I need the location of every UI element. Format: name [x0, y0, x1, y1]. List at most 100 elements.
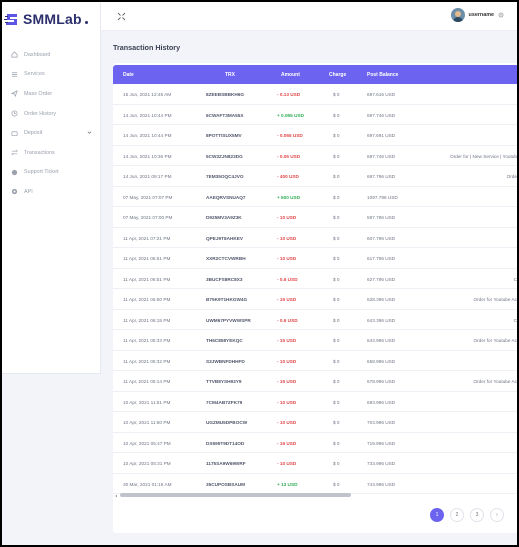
avatar — [450, 8, 465, 22]
cell-charge: $ 0 — [333, 317, 340, 323]
sidebar-item-order-history[interactable]: Order History — [2, 104, 101, 124]
cell-amount: - 0.6 USD — [277, 276, 298, 282]
sidebar-item-transactions[interactable]: Transactions — [2, 143, 101, 163]
cell-charge: $ 0 — [333, 461, 340, 466]
table-row: 30 Mar, 2021 01:16 AM 35CUPOSBSAUM + 13 US… — [113, 474, 517, 494]
sidebar-item-api[interactable]: API — [2, 182, 101, 202]
user-menu[interactable]: username — [450, 8, 504, 22]
cell-date: 15 Jun, 2021 12:45 AM — [123, 92, 172, 97]
cell-date: 14 Jun, 2021 09:17 PM — [123, 174, 172, 179]
cell-post-balance: 693.996 USD — [367, 399, 396, 405]
cell-charge: $ 0 — [333, 174, 340, 179]
gear-icon[interactable] — [498, 12, 504, 18]
cell-trx: TH6C858YEKQC — [206, 338, 243, 343]
username-label: username — [468, 12, 494, 18]
cell-post-balance: 607.796 USD — [367, 235, 396, 241]
cell-charge: $ 0 — [333, 420, 340, 425]
cell-post-balance: 703.996 USD — [367, 420, 396, 425]
cell-charge: $ 0 — [333, 92, 340, 97]
table-body: 15 Jun, 2021 12:45 AM 8ZEEBSBBKH6G - 0.13 … — [113, 84, 517, 494]
sidebar-item-deposit[interactable]: Deposit — [2, 123, 101, 143]
cell-trx: 3BUCFS8RC8X3 — [206, 276, 243, 282]
cell-trx: AAEQRVSNUAQ7 — [206, 194, 246, 200]
cell-amount: - 0.055 USD — [277, 133, 303, 138]
table-row: 15 Jun, 2021 12:45 AM 8ZEEBSBBKH6G - 0.13 … — [113, 84, 517, 105]
cell-post-balance: 597.796 USD — [367, 215, 396, 220]
cell-date: 10 Apr, 2021 05:31 PM — [123, 461, 171, 466]
cell-detail: Order for Youtube Ac — [473, 379, 517, 384]
sidebar: SMMLab Dashboard Services Mass Order Ord… — [2, 2, 101, 374]
cell-amount: - 10 USD — [277, 461, 297, 466]
logo-dot — [84, 20, 88, 24]
cell-charge: $ 0 — [333, 440, 340, 446]
sidebar-item-support-ticket[interactable]: Support Ticket — [2, 163, 101, 183]
cell-trx: 7EM35OQC4JVO — [206, 174, 244, 179]
transactions-card: Date TRX Amount Charge Post Balance 15 J… — [113, 63, 517, 533]
cell-post-balance: 658.996 USD — [367, 358, 396, 364]
cell-date: 14 Jun, 2021 10:44 PM — [123, 133, 172, 138]
cell-detail: C — [513, 276, 517, 282]
cell-trx: D925MV3A9Z3K — [206, 215, 242, 220]
cell-trx: 6CWAFT3MA55X — [206, 112, 244, 118]
logo[interactable]: SMMLab — [4, 9, 88, 29]
cell-trx: UWM67PYVWWSPR — [206, 317, 251, 323]
cell-amount: - 0.13 USD — [277, 92, 301, 97]
expand-icon[interactable] — [117, 12, 126, 21]
cell-trx: UGZMU5DPBOCW — [206, 420, 248, 425]
table-row: 11 Apr, 2021 05:14 PM TTVB8YSH93Y9 - 15 US… — [113, 371, 517, 392]
sidebar-item-label: Deposit — [24, 130, 43, 137]
page-button-3[interactable]: 3 — [470, 508, 484, 522]
table-row: 10 Apr, 2021 11:50 PM UGZMU5DPBOCW - 10 US… — [113, 412, 517, 433]
cell-amount: - 15 USD — [277, 297, 297, 302]
scroll-left-icon[interactable]: ◂ — [115, 493, 118, 498]
cell-charge: $ 0 — [333, 153, 340, 159]
horizontal-scrollbar[interactable] — [120, 493, 351, 497]
topbar: username — [101, 2, 517, 31]
cell-amount: - 16 USD — [277, 440, 297, 446]
cell-date: 11 Apr, 2021 07:21 PM — [123, 235, 171, 241]
sidebar-item-mass-order[interactable]: Mass Order — [2, 84, 101, 104]
cell-charge: $ 0 — [333, 235, 340, 241]
sidebar-item-label: Order History — [24, 110, 57, 117]
logo-icon — [4, 13, 17, 25]
table-row: 11 Apr, 2021 06:15 PM UWM67PYVWWSPR - 0.6 … — [113, 310, 517, 330]
cell-detail: Order for Youtube Ac — [473, 297, 517, 302]
cell-detail: C — [513, 317, 517, 323]
cell-charge: $ 0 — [333, 338, 340, 343]
brand-name: SMMLab — [23, 11, 82, 27]
ticket-icon — [11, 169, 18, 176]
cell-charge: $ 0 — [333, 358, 340, 364]
cell-post-balance: 628.396 USD — [367, 297, 396, 302]
cell-amount: + 500 USD — [277, 194, 301, 200]
cell-post-balance: 1097.796 USD — [367, 194, 398, 200]
cell-date: 10 Apr, 2021 05:47 PM — [123, 440, 171, 446]
cell-detail: Order for Youtube Ac — [473, 338, 517, 343]
list-icon — [11, 71, 18, 78]
cell-charge: $ 0 — [333, 215, 340, 220]
sidebar-item-label: Support Ticket — [24, 169, 59, 176]
cell-post-balance: 697.616 USD — [367, 92, 396, 97]
cell-date: 30 Mar, 2021 01:16 AM — [123, 481, 172, 487]
cell-amount: + 0.055 USD — [277, 112, 304, 118]
home-icon — [11, 51, 18, 58]
table-row: 07 May, 2021 07:00 PM D925MV3A9Z3K - 10 US… — [113, 207, 517, 228]
page-button-2[interactable]: 2 — [450, 508, 464, 522]
swap-icon — [11, 149, 18, 156]
cell-amount: - 400 USD — [277, 174, 299, 179]
cell-post-balance: 697.796 USD — [367, 174, 396, 179]
cell-date: 11 Apr, 2021 06:50 PM — [123, 297, 171, 302]
cell-date: 07 May, 2021 07:00 PM — [123, 215, 173, 220]
clock-icon — [11, 110, 18, 117]
next-page-button[interactable]: › — [490, 508, 504, 522]
cell-charge: $ 0 — [333, 379, 340, 384]
cell-trx: 8POTTISUX5MV — [206, 133, 242, 138]
page-button-1[interactable]: 1 — [430, 508, 444, 522]
cell-amount: - 0.05 USD — [277, 153, 301, 159]
sidebar-item-dashboard[interactable]: Dashboard — [2, 45, 101, 65]
cell-trx: 5CW3ZJN823DG — [206, 153, 243, 159]
cell-post-balance: 743.996 USD — [367, 481, 396, 487]
table-row: 11 Apr, 2021 05:32 PM S3JWBNFDHHFD - 10 US… — [113, 351, 517, 371]
sidebar-item-services[interactable]: Services — [2, 65, 101, 85]
cell-charge: $ 0 — [333, 399, 340, 405]
